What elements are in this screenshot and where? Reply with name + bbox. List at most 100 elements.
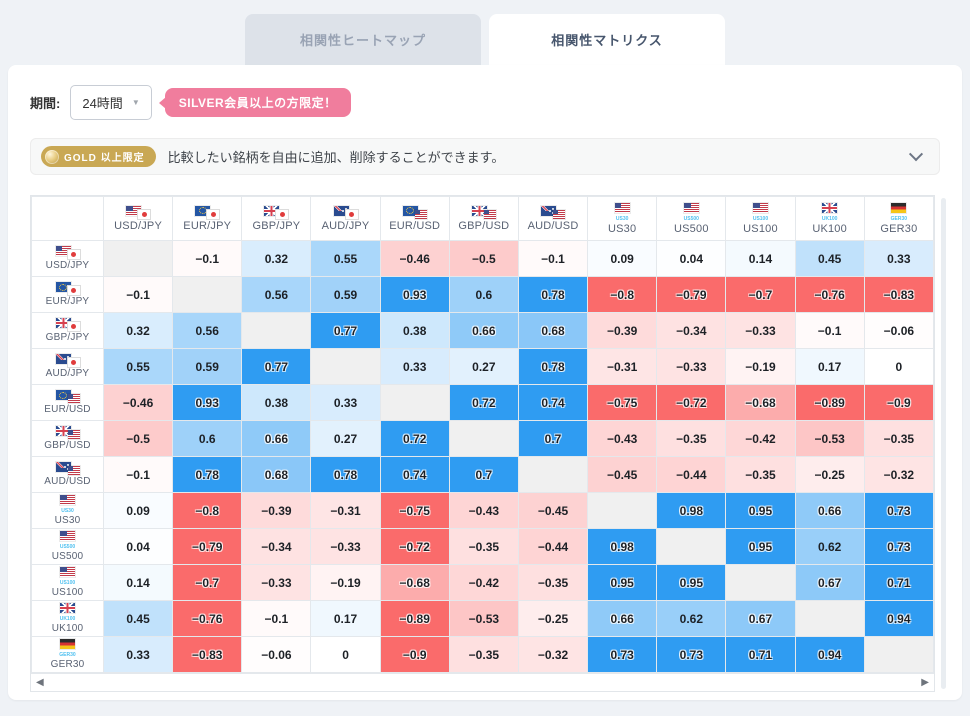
row-header-GBP/JPY: GBP/JPY [31,312,104,349]
flag-pair [60,639,75,652]
silver-badge-label: SILVER会員以上の方限定！ [178,96,337,110]
row-header-EUR/JPY: EUR/JPY [31,276,104,313]
us-flag-icon [752,202,768,213]
main-panel: 期間: 24時間 ▼ SILVER会員以上の方限定！ GOLD 以上限定 比較し… [8,65,962,700]
flag-pair [891,202,907,216]
matrix-cell: 0.14 [102,564,174,601]
instrument-label: US100 [743,222,778,235]
matrix-row: GER30 GER30 0.33 −0.83 −0.06 0 −0.9 −0.35 −0.32 0… [31,636,935,673]
matrix-cell: 0.66 [794,492,865,529]
matrix-table: USD/JPY EUR/JPY GBP/JPY AUD/JPY EUR/USD GBP/U… [31,196,935,673]
vertical-scrollbar[interactable] [941,198,946,689]
instrument-label: US100 [51,587,84,598]
matrix-cell: 0.67 [794,564,865,601]
matrix-cell: −0.68 [379,564,450,601]
instrument-mini-label: UK100 [821,215,838,222]
matrix-cell: 0.67 [725,600,796,637]
horizontal-scrollbar[interactable]: ◀ ▶ [31,673,934,691]
matrix-cell-diagonal [517,456,589,493]
silver-badge: SILVER会員以上の方限定！ [164,88,351,117]
tab-correlation-heatmap[interactable]: 相関性ヒートマップ [245,14,481,65]
matrix-cell: 0.33 [863,240,935,277]
instrument-label: USD/JPY [45,260,90,271]
flag-pair [126,205,151,219]
period-label: 期間: [30,96,61,111]
matrix-cell: −0.76 [794,276,865,313]
instrument-mini-label: US30 [61,508,74,514]
matrix-cell: 0.71 [863,564,935,601]
matrix-cell: 0.6 [172,420,243,457]
matrix-cell: −0.35 [725,456,796,493]
matrix-cell: −0.32 [517,636,589,673]
instrument-label: EUR/USD [44,404,91,415]
gold-banner[interactable]: GOLD 以上限定 比較したい銘柄を自由に追加、削除することができます。 [30,138,940,175]
coin-icon [45,149,59,164]
chevron-down-icon[interactable] [908,146,924,161]
matrix-cell: 0.14 [725,240,796,277]
us-flag-icon [126,205,142,216]
col-header-US100: US100 US100 [725,196,796,241]
instrument-label: GBP/JPY [45,332,90,343]
de-flag-icon [891,202,907,213]
matrix-cell-diagonal [379,384,450,421]
us-flag-icon [683,202,699,213]
us-flag-icon [614,202,630,213]
jp-flag-icon [67,322,80,331]
matrix-cell: 0.17 [794,348,865,385]
matrix-cell: 0.95 [656,564,727,601]
matrix-cell: −0.43 [448,492,519,529]
scroll-right-icon[interactable]: ▶ [921,676,929,688]
matrix-row: AUD/JPY 0.55 0.59 0.77 0.33 0.27 0.78 −0.31 −0.3… [31,348,935,385]
period-select[interactable]: 24時間 ▼ [70,85,152,120]
col-header-GBP/USD: GBP/USD [448,196,519,241]
matrix-cell: 0.33 [379,348,450,385]
matrix-cell: −0.46 [379,240,450,277]
matrix-cell: −0.75 [379,492,450,529]
us-flag-icon [67,430,80,439]
gold-badge-label: GOLD 以上限定 [64,153,145,164]
eu-flag-icon [402,205,418,216]
matrix-cell: −0.8 [587,276,658,313]
instrument-label: AUD/USD [527,219,579,232]
de-flag-icon [60,639,75,649]
matrix-cell: −0.06 [863,312,935,349]
matrix-cell: 0.62 [794,528,865,565]
tab-bar: 相関性ヒートマップ 相関性マトリクス [0,0,970,65]
matrix-cell: 0.94 [863,600,935,637]
us-flag-icon [55,246,71,256]
tab-correlation-matrix[interactable]: 相関性マトリクス [489,14,725,65]
instrument-label: EUR/JPY [183,219,232,232]
matrix-row: GBP/JPY 0.32 0.56 0.77 0.38 0.66 0.68 −0.39 −0.3… [31,312,935,349]
matrix-cell: 0.78 [517,348,589,385]
matrix-cell: −0.33 [241,564,312,601]
row-header-US30: US30 US30 [31,492,104,529]
matrix-cell: 0.95 [725,528,796,565]
us-flag-icon [483,209,496,219]
col-header-US500: US500 US500 [656,196,727,241]
matrix-cell: −0.19 [725,348,796,385]
matrix-cell: −0.7 [172,564,243,601]
scroll-left-icon[interactable]: ◀ [36,676,44,688]
matrix-cell: 0 [310,636,381,673]
flag-pair [541,205,566,219]
flag-pair [614,202,630,216]
jp-flag-icon [138,209,151,219]
row-header-US500: US500 US500 [31,528,104,565]
matrix-cell: −0.79 [656,276,727,313]
flag-pair [60,495,75,508]
gb-flag-icon [264,205,280,216]
col-header-USD/JPY: USD/JPY [102,196,174,241]
us-flag-icon [414,209,427,219]
au-flag-icon [541,205,557,216]
instrument-label: AUD/JPY [45,368,90,379]
matrix-cell: 0.66 [448,312,519,349]
matrix-cell: −0.35 [863,420,935,457]
matrix-cell: 0.73 [863,528,935,565]
matrix-cell: 0.7 [517,420,589,457]
col-header-EUR/USD: EUR/USD [379,196,450,241]
jp-flag-icon [207,209,220,219]
matrix-cell: −0.33 [725,312,796,349]
matrix-cell-diagonal [172,276,243,313]
matrix-cell: −0.44 [656,456,727,493]
jp-flag-icon [67,286,80,295]
